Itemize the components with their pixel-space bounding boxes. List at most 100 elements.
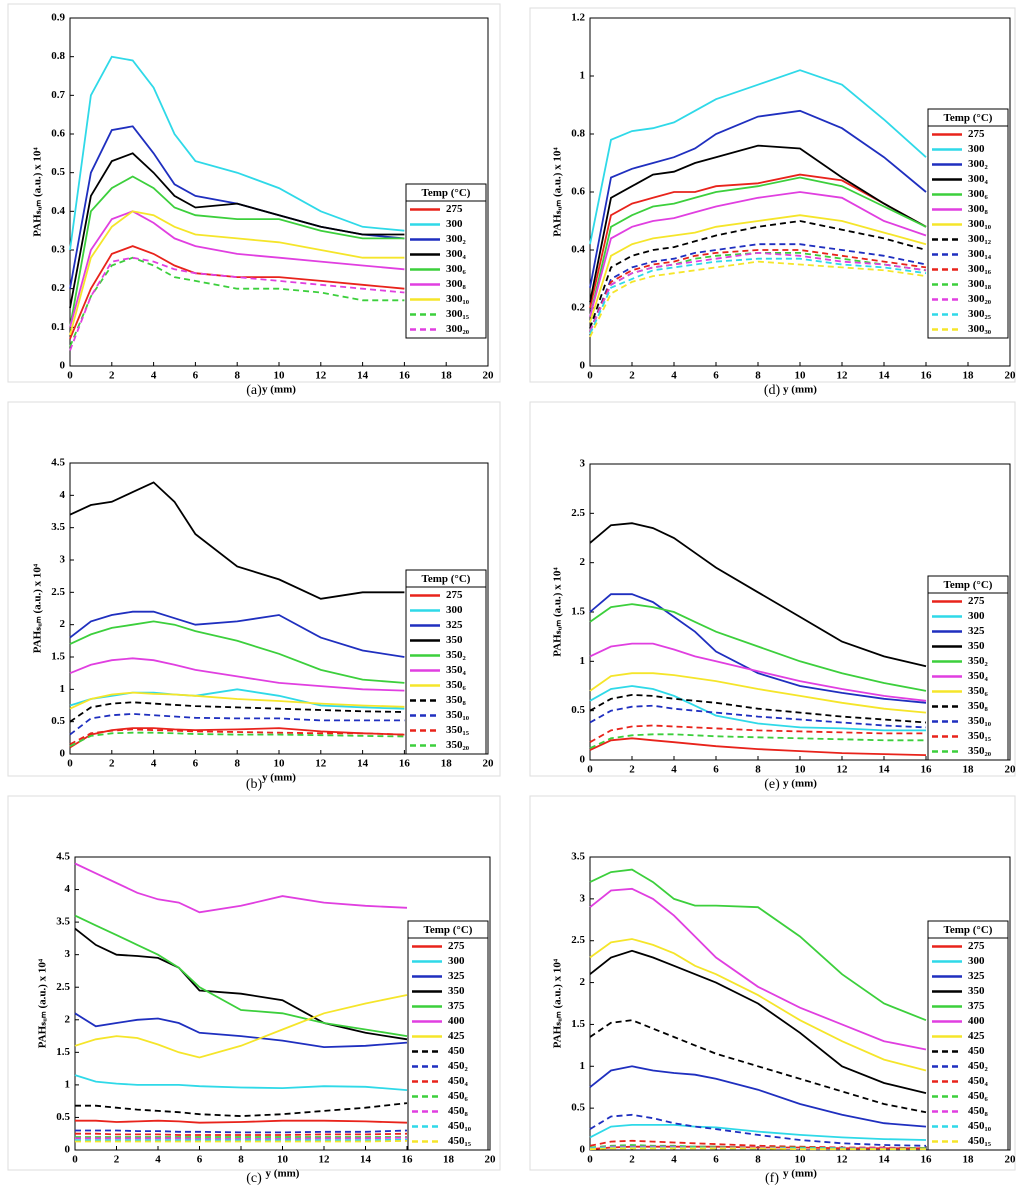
series-line [75,1102,408,1118]
x-tick-label: 8 [755,764,761,776]
legend-label: 450₈ [968,1105,989,1117]
series-line [69,620,405,684]
x-tick-label: 4 [671,370,677,382]
series-line [74,994,408,1059]
series-line [589,243,927,332]
y-tick-label: 1 [65,1078,71,1090]
x-tick-label: 16 [402,1154,414,1166]
y-tick-label: 0.2 [51,282,65,294]
legend-label: 275 [446,589,463,601]
series-line [75,1136,408,1140]
legend-label: 350₆ [446,679,467,691]
x-tick-label: 16 [921,1154,933,1166]
y-tick-label: 0.5 [51,166,65,178]
x-tick-label: 4 [151,370,157,382]
legend-label: 350₂ [446,649,467,661]
series-line [589,1113,927,1147]
y-tick-label: 0 [580,1144,586,1156]
y-tick-label: 1 [580,1060,586,1072]
legend-label: 350₄ [446,664,467,676]
legend-label: 400 [968,1015,985,1027]
x-tick-label: 4 [151,758,157,770]
legend-label: 300 [968,955,985,967]
series-line [69,731,405,748]
x-tick-label: 20 [483,758,495,770]
legend-label: 450₄ [448,1075,469,1087]
x-tick-label: 2 [629,764,635,776]
y-tick-label: 3.5 [571,851,585,863]
x-tick-label: 8 [234,758,240,770]
caption: (e) [764,777,780,792]
y-axis-label: PAHₛᵤₘ (a.u.) x 10⁴ [552,147,564,237]
x-tick-label: 4 [671,764,677,776]
legend: Temp (°C) 275 300 300₂ 300₄ 300₆ 300₈ 300₁₀ 300₁… [927,108,1009,339]
caption: (a) [246,383,262,398]
series-line [75,1138,408,1142]
x-tick-label: 2 [629,1154,635,1166]
x-tick-label: 12 [315,758,327,770]
panel-frame [7,795,501,1171]
series-line [589,173,927,309]
x-tick-label: 10 [795,370,807,382]
legend-label: 300₁₆ [968,263,992,275]
y-tick-label: 2.5 [56,981,70,993]
legend-label: 450₁₅ [968,1135,992,1147]
legend-label: 300₁₂ [968,233,992,245]
y-axis-label: PAHₛᵤₘ (a.u.) x 10⁴ [37,958,49,1048]
legend-label: 300 [968,143,985,155]
legend-label: 350₄ [968,670,989,682]
legend-label: 300₂ [446,233,467,245]
x-axis-label: y (mm) [783,384,817,396]
legend-label: 450 [448,1045,465,1057]
y-tick-label: 0.6 [571,186,585,198]
series-line [74,1012,408,1049]
x-tick-label: 4 [671,1154,677,1166]
panel-frame [7,3,501,383]
series-line [589,1139,927,1150]
series-line [589,737,927,756]
x-tick-label: 10 [795,1154,807,1166]
legend-label: 450₆ [968,1090,989,1102]
series-line [589,260,927,338]
x-tick-label: 10 [274,758,286,770]
series-line [69,701,405,723]
x-tick-label: 6 [193,370,199,382]
y-tick-label: 1 [60,683,66,695]
legend-label: 350₈ [446,694,467,706]
series-line [69,256,405,351]
series-line [69,175,405,328]
x-tick-label: 18 [443,1154,455,1166]
legend-label: 350 [968,640,985,652]
x-axis-label: y (mm) [266,1168,300,1180]
x-axis-label: y (mm) [783,1168,817,1180]
y-tick-label: 1.5 [571,606,585,618]
x-tick-label: 2 [629,370,635,382]
y-tick-label: 1.5 [51,651,65,663]
x-tick-label: 6 [193,758,199,770]
series-line [69,210,405,336]
legend-title: Temp (°C) [944,112,993,124]
series-line [589,938,927,1072]
legend-label: 350 [446,634,463,646]
x-tick-label: 6 [713,1154,719,1166]
legend-label: 350₆ [968,685,989,697]
x-tick-label: 14 [879,764,891,776]
y-tick-label: 0.4 [571,244,585,256]
legend-label: 450 [968,1045,985,1057]
legend-label: 350₁₀ [446,709,470,721]
legend-title: Temp (°C) [944,579,993,591]
legend-label: 325 [968,970,985,982]
series-line [69,152,405,309]
series-line [589,733,926,750]
y-tick-label: 0.1 [51,321,65,333]
y-tick-label: 4.5 [51,457,65,469]
x-tick-label: 8 [234,370,240,382]
y-tick-label: 0.7 [51,89,65,101]
series-line [589,642,927,702]
x-tick-label: 18 [963,370,975,382]
y-tick-label: 0 [580,360,586,372]
x-tick-label: 8 [755,370,761,382]
y-tick-label: 3.5 [56,916,70,928]
legend-label: 350₁₅ [446,724,470,736]
